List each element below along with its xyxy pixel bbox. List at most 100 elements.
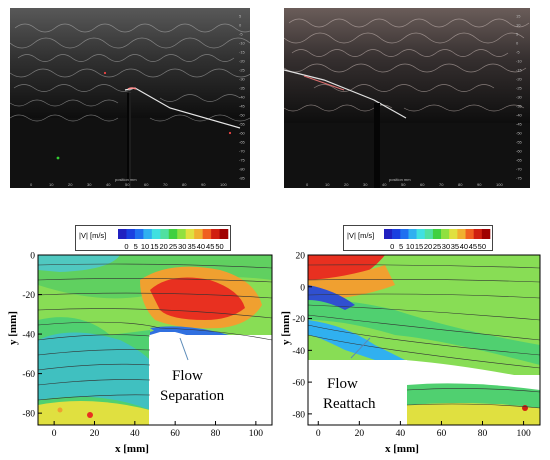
velocity-contour-separation: 0 -20 -40 -60 -80 0 20 40 60 80 100 x [mm] y [mm]… <box>0 210 280 455</box>
colorbar-tick: 30 <box>178 242 186 251</box>
y-tick: -30 <box>516 95 523 100</box>
y-tick: -15 <box>239 50 246 55</box>
y-tick: -10 <box>239 41 246 46</box>
y-tick: 5 <box>239 14 242 19</box>
y-tick: -75 <box>239 158 246 163</box>
colorbar-swatch <box>143 229 153 239</box>
y-tick: -65 <box>516 158 523 163</box>
x-axis-title: x [mm] <box>115 443 149 455</box>
y-tick: -55 <box>239 122 246 127</box>
y-tick: -75 <box>516 176 523 181</box>
x-tick: 60 <box>420 182 425 187</box>
y-tick: -40 <box>239 95 246 100</box>
y-tick: -45 <box>516 122 523 127</box>
y-tick: 0 <box>516 41 519 46</box>
x-tick: 20 <box>68 182 73 187</box>
colorbar-swatch <box>384 229 393 239</box>
x-tick-label: 0 <box>52 429 57 439</box>
y-tick: -10 <box>516 59 523 64</box>
y-tick-label: -20 <box>22 291 35 301</box>
colorbar-tick: 40 <box>197 242 205 251</box>
colorbar-legend: |V| [m/s] 0 5 10 15 20 25 30 35 40 45 50 <box>343 225 493 251</box>
photo-axis-title: position mm <box>389 177 411 182</box>
x-tick-label: 100 <box>516 429 531 439</box>
colorbar-swatch <box>473 229 483 239</box>
x-axis-ticks: 0 20 40 60 80 100 <box>316 421 531 439</box>
y-axis-ticks: 20 0 -20 -40 -60 -80 <box>292 252 312 420</box>
y-tick-label: 0 <box>300 283 305 293</box>
colorbar-swatch <box>219 229 229 239</box>
x-tick: 70 <box>439 182 444 187</box>
colorbar-swatch <box>202 229 212 239</box>
y-axis-title: y [mm] <box>280 311 292 345</box>
colorbar-swatch <box>160 229 170 239</box>
y-tick-label: 0 <box>30 252 35 262</box>
colorbar-swatch <box>408 229 417 239</box>
colorbar-label: |V| [m/s] <box>347 231 374 240</box>
colorbar-tick: 35 <box>451 242 459 251</box>
y-tick: -35 <box>239 86 246 91</box>
colorbar-tick: 0 <box>124 242 128 251</box>
colorbar-swatch <box>134 229 144 239</box>
y-tick: -45 <box>239 104 246 109</box>
x-tick: 10 <box>325 182 330 187</box>
y-tick: -50 <box>239 113 246 118</box>
y-tick: -5 <box>516 50 520 55</box>
x-tick: 40 <box>382 182 387 187</box>
colorbar-tick: 15 <box>415 242 423 251</box>
colorbar-tick: 0 <box>390 242 394 251</box>
colorbar-tick: 5 <box>134 242 138 251</box>
y-tick-label: -60 <box>292 379 305 389</box>
colorbar-swatch <box>424 229 434 239</box>
x-axis-ticks: 0 20 40 60 80 100 <box>52 421 263 439</box>
contour-field <box>38 255 272 425</box>
y-tick-labels: 5 0 -5 -10 -15 -20 -25 -30 -35 -40 -45 -50 -55 -60 -65… <box>239 14 246 181</box>
y-tick-label: -40 <box>22 331 35 341</box>
x-tick-label: 0 <box>316 429 321 439</box>
y-tick: 0 <box>239 23 242 28</box>
y-axis-ticks: 0 -20 -40 -60 -80 <box>22 252 42 420</box>
contour-field <box>308 255 540 425</box>
y-tick-label: -20 <box>292 315 305 325</box>
colorbar-label: |V| [m/s] <box>79 231 106 240</box>
x-tick: 80 <box>458 182 463 187</box>
x-tick-label: 80 <box>478 429 488 439</box>
colorbar-swatch <box>177 229 186 239</box>
photo-axis-title: position mm <box>115 177 137 182</box>
colorbar-tick: 45 <box>206 242 214 251</box>
y-tick: -15 <box>516 68 523 73</box>
piv-photo-separation: 0 10 20 30 40 50 60 70 80 90 100 positio… <box>10 8 250 188</box>
y-tick: 10 <box>516 23 521 28</box>
colorbar-swatch <box>400 229 409 239</box>
y-tick: 5 <box>516 32 519 37</box>
y-tick: -60 <box>516 149 523 154</box>
colorbar-tick: 25 <box>169 242 177 251</box>
y-tick: -65 <box>239 140 246 145</box>
y-tick: -40 <box>516 113 523 118</box>
colorbar-swatch <box>457 229 466 239</box>
piv-photo-separation-image: 0 10 20 30 40 50 60 70 80 90 100 positio… <box>10 8 250 188</box>
y-tick: -35 <box>516 104 523 109</box>
y-tick: 15 <box>516 14 521 19</box>
x-tick: 20 <box>344 182 349 187</box>
x-tick: 50 <box>125 182 130 187</box>
y-tick: -25 <box>239 68 246 73</box>
x-tick-label: 40 <box>130 429 140 439</box>
colorbar-tick: 35 <box>187 242 195 251</box>
velocity-contour-reattach-figure: 20 0 -20 -40 -60 -80 0 20 40 60 80 100 x [mm] y [m… <box>280 252 541 455</box>
x-tick: 100 <box>220 182 227 187</box>
velocity-contour-reattach: 20 0 -20 -40 -60 -80 0 20 40 60 80 100 x [mm] y [m… <box>275 210 550 455</box>
x-tick-label: 40 <box>396 429 406 439</box>
streamlines <box>307 264 541 409</box>
x-tick-label: 60 <box>170 429 180 439</box>
x-tick: 50 <box>401 182 406 187</box>
colorbar-tick: 10 <box>141 242 149 251</box>
y-tick: -30 <box>239 77 246 82</box>
colorbar-swatch <box>126 229 136 239</box>
y-tick: -20 <box>516 77 523 82</box>
x-axis-title: x [mm] <box>385 443 419 455</box>
y-tick: -70 <box>516 167 523 172</box>
colorbar-swatch <box>416 229 426 239</box>
colorbar-tick: 20 <box>424 242 432 251</box>
annotation-arrow <box>179 337 189 361</box>
